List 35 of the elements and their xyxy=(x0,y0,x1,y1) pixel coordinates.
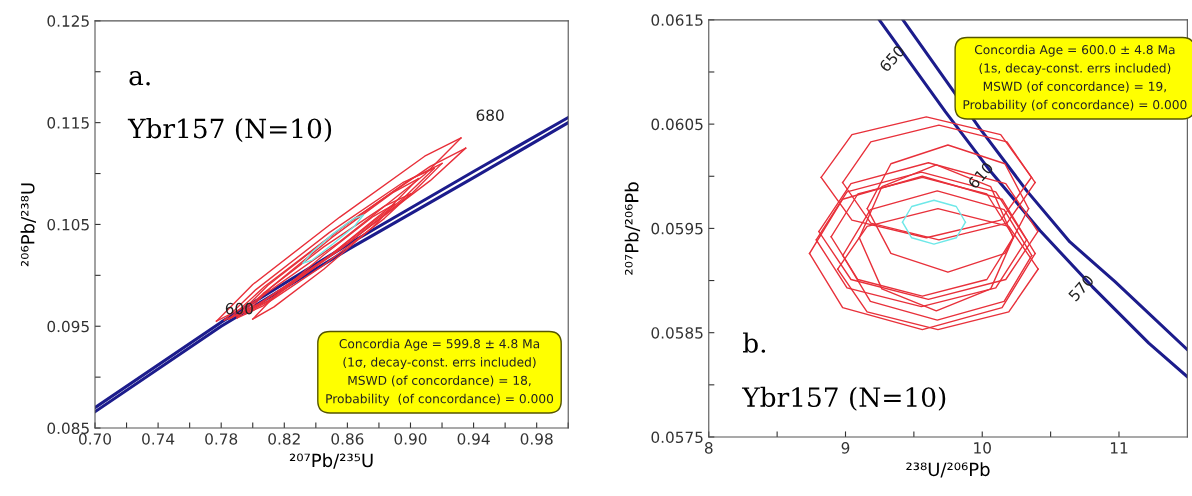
x-tick-label: 0.86 xyxy=(331,433,364,445)
x-axis-title: ²⁰⁷Pb/²³⁵U xyxy=(289,453,373,469)
x-tick-label: 0.94 xyxy=(457,433,490,445)
y-tick-label: 0.095 xyxy=(47,320,89,333)
x-tick-label: 0.70 xyxy=(79,433,111,445)
y-tick-label: 0.115 xyxy=(47,117,89,129)
annotation: 680 xyxy=(476,109,504,121)
x-tick-label: 8 xyxy=(704,442,713,454)
y-tick-label: 0.0595 xyxy=(651,222,703,235)
y-axis-title: ²⁰⁷Pb/²⁰⁶Pb xyxy=(624,182,641,275)
y-tick-label: 0.085 xyxy=(47,422,89,435)
text: b. xyxy=(743,332,766,353)
y-tick-label: 0.105 xyxy=(47,218,89,231)
annotation: 650 xyxy=(878,44,906,73)
x-tick-label: 10 xyxy=(974,442,991,454)
annotation: Concordia Age = 599.8 ± 4.8 Ma (1σ, decay-const. errs included) MSWD (of concordance) = 18, Probability (of concordance) = 0.000 xyxy=(326,338,554,406)
text: Ybr157 (N=10) xyxy=(741,386,946,411)
annotation: 610 xyxy=(967,161,994,190)
y-tick-label: 0.0585 xyxy=(651,327,703,339)
x-tick-label: 0.78 xyxy=(205,433,238,445)
y-tick-label: 0.0605 xyxy=(651,118,703,131)
text: a. xyxy=(129,71,150,86)
annotation: Concordia Age = 600.0 ± 4.8 Ma (1s, decay-const. errs included) MSWD (of concordance) = 19, Probability (of concordance) = 0.000 xyxy=(963,44,1187,112)
x-tick-label: 9 xyxy=(841,442,850,454)
y-tick-label: 0.0575 xyxy=(651,431,703,443)
text: Ybr157 (N=10) xyxy=(127,118,332,143)
x-tick-label: 0.90 xyxy=(394,433,427,445)
y-axis-title: ²⁰⁶Pb/²³⁸U xyxy=(20,183,36,267)
x-tick-label: 0.98 xyxy=(520,433,553,445)
y-tick-label: 0.0615 xyxy=(651,14,703,26)
y-tick-label: 0.125 xyxy=(47,15,89,27)
x-tick-label: 0.82 xyxy=(268,433,300,445)
x-tick-label: 0.74 xyxy=(142,433,175,445)
x-tick-label: 11 xyxy=(1110,442,1128,454)
x-axis-title: ²³⁸U/²⁰⁶Pb xyxy=(906,462,990,478)
